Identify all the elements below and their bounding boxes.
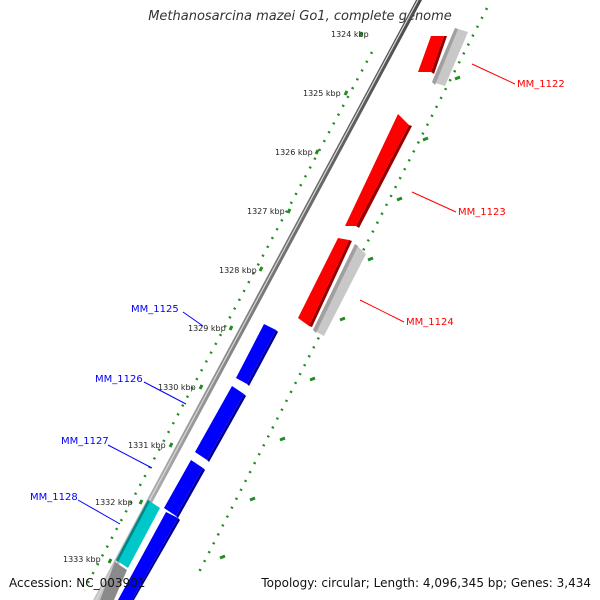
cds-feature <box>313 244 358 333</box>
cds-forward-features <box>100 500 160 600</box>
kbp-tick-label: 1330 kbp <box>158 383 196 392</box>
gene-mm-1125-arrow[interactable] <box>236 324 276 384</box>
leader-line <box>471 63 516 85</box>
leader-line <box>182 311 204 327</box>
kbp-tick-mark <box>228 325 234 331</box>
kbp-tick-mark <box>198 384 204 390</box>
kbp-tick-label: 1332 kbp <box>95 498 133 507</box>
leader-line <box>107 444 153 469</box>
kbp-tick-mark <box>343 90 349 96</box>
kbp-tick-label: 1331 kbp <box>128 441 166 450</box>
forward-strand-genes <box>118 324 278 600</box>
gene-mm-1123-shade <box>356 125 412 228</box>
kbp-tick-label: 1333 kbp <box>63 555 101 564</box>
gene-label-mm-1124[interactable]: MM_1124 <box>406 317 454 328</box>
gene-label-mm-1122[interactable]: MM_1122 <box>517 79 565 90</box>
kbp-tick-mark <box>258 266 264 272</box>
gene-mm-1123-arrow[interactable] <box>345 114 409 226</box>
gene-mm-1125-shade <box>247 330 278 386</box>
gene-label-mm-1123[interactable]: MM_1123 <box>458 207 506 218</box>
kbp-tick-mark <box>286 208 292 214</box>
cds-feature <box>116 500 150 562</box>
gene-mm-1127-shade <box>176 468 205 518</box>
gene-mm-1126-arrow[interactable] <box>195 386 244 460</box>
gene-mm-1128-shade <box>132 518 180 600</box>
gene-mm-1124-arrow[interactable] <box>298 238 349 326</box>
gene-label-mm-1125[interactable]: MM_1125 <box>131 304 179 315</box>
kbp-tick-label: 1324 kbp <box>331 30 369 39</box>
outer-ring-ticks <box>219 75 461 560</box>
kbp-tick-mark <box>314 149 320 155</box>
gene-label-mm-1127[interactable]: MM_1127 <box>61 436 109 447</box>
kbp-tick-mark <box>107 558 113 564</box>
kbp-ticks: 1324 kbp 1325 kbp 1326 kbp 1327 kbp 1328… <box>63 30 369 564</box>
cds-feature <box>432 28 458 85</box>
backbone-highlight <box>95 0 419 600</box>
gene-mm-1122-shade <box>431 36 447 74</box>
leader-line <box>359 299 405 323</box>
kbp-tick-label: 1329 kbp <box>188 324 226 333</box>
leader-line <box>411 191 457 213</box>
kbp-tick-label: 1325 kbp <box>303 89 341 98</box>
gene-mm-1122-arrow[interactable] <box>418 36 444 72</box>
cds-feature <box>100 562 127 600</box>
accession-label: Accession: NC_003901 <box>9 576 146 590</box>
gene-label-mm-1126[interactable]: MM_1126 <box>95 374 143 385</box>
cds-feature <box>432 28 468 86</box>
gene-mm-1128-arrow[interactable] <box>118 512 178 600</box>
gene-label-leaders <box>77 63 516 525</box>
gene-label-mm-1128[interactable]: MM_1128 <box>30 492 78 503</box>
gene-mm-1126-shade <box>207 394 246 462</box>
genome-summary: Topology: circular; Length: 4,096,345 bp… <box>261 576 591 590</box>
leader-line <box>77 499 121 525</box>
inner-dotted-ring <box>82 51 374 591</box>
reverse-strand-genes <box>298 36 447 327</box>
kbp-tick-mark <box>358 31 364 37</box>
cds-feature <box>313 244 366 336</box>
kbp-tick-label: 1327 kbp <box>247 207 285 216</box>
cds-reverse-features <box>313 28 468 336</box>
gene-labels: MM_1122 MM_1123 MM_1124 MM_1125 MM_1126 … <box>30 79 565 503</box>
gene-mm-1124-shade <box>309 240 352 327</box>
kbp-tick-mark <box>168 442 174 448</box>
leader-line <box>143 381 187 405</box>
gene-mm-1127-arrow[interactable] <box>164 460 203 516</box>
kbp-tick-label: 1326 kbp <box>275 148 313 157</box>
kbp-tick-mark <box>138 499 144 505</box>
map-title: Methanosarcina mazei Go1, complete genom… <box>148 9 452 24</box>
cds-feature <box>116 500 160 568</box>
kbp-tick-label: 1328 kbp <box>219 266 257 275</box>
